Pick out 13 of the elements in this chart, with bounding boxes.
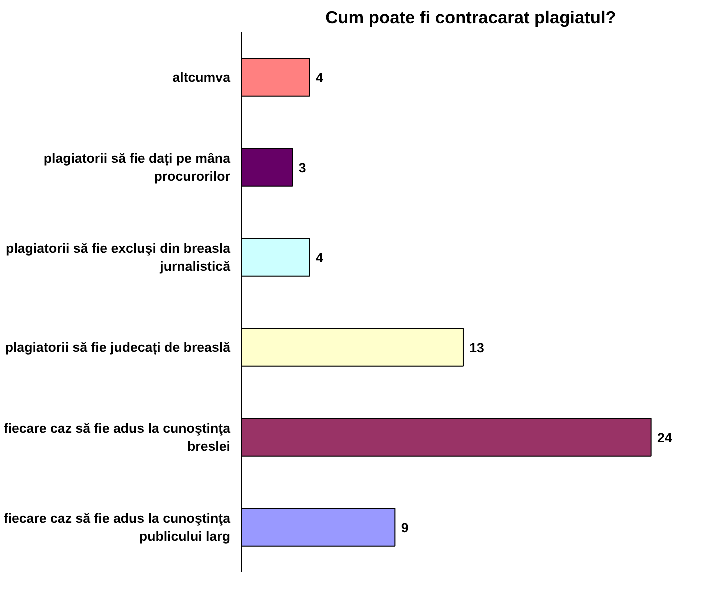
data-label: 13 xyxy=(470,340,484,356)
y-tick-label: plagiatorii să fie judecați de breaslă xyxy=(5,340,232,356)
data-label: 9 xyxy=(401,520,409,536)
y-tick-label: plagiatorii să fie excluşi din breasla jurnalistică xyxy=(6,241,232,274)
data-label: 4 xyxy=(316,250,324,266)
data-label: 3 xyxy=(298,160,306,176)
data-label: 4 xyxy=(316,70,324,86)
y-tick-label: fiecare caz să fie adus la cunoştinţa publicului larg xyxy=(4,511,232,544)
y-tick-label: plagiatorii să fie dați pe mâna procurorilor xyxy=(44,151,232,184)
chart-title: Cum poate fi contracarat plagiatul? xyxy=(326,8,616,28)
y-tick-label: fiecare caz să fie adus la cunoştinţa breslei xyxy=(4,421,232,454)
data-label: 24 xyxy=(657,430,673,446)
y-tick-label: altcumva xyxy=(172,70,232,85)
